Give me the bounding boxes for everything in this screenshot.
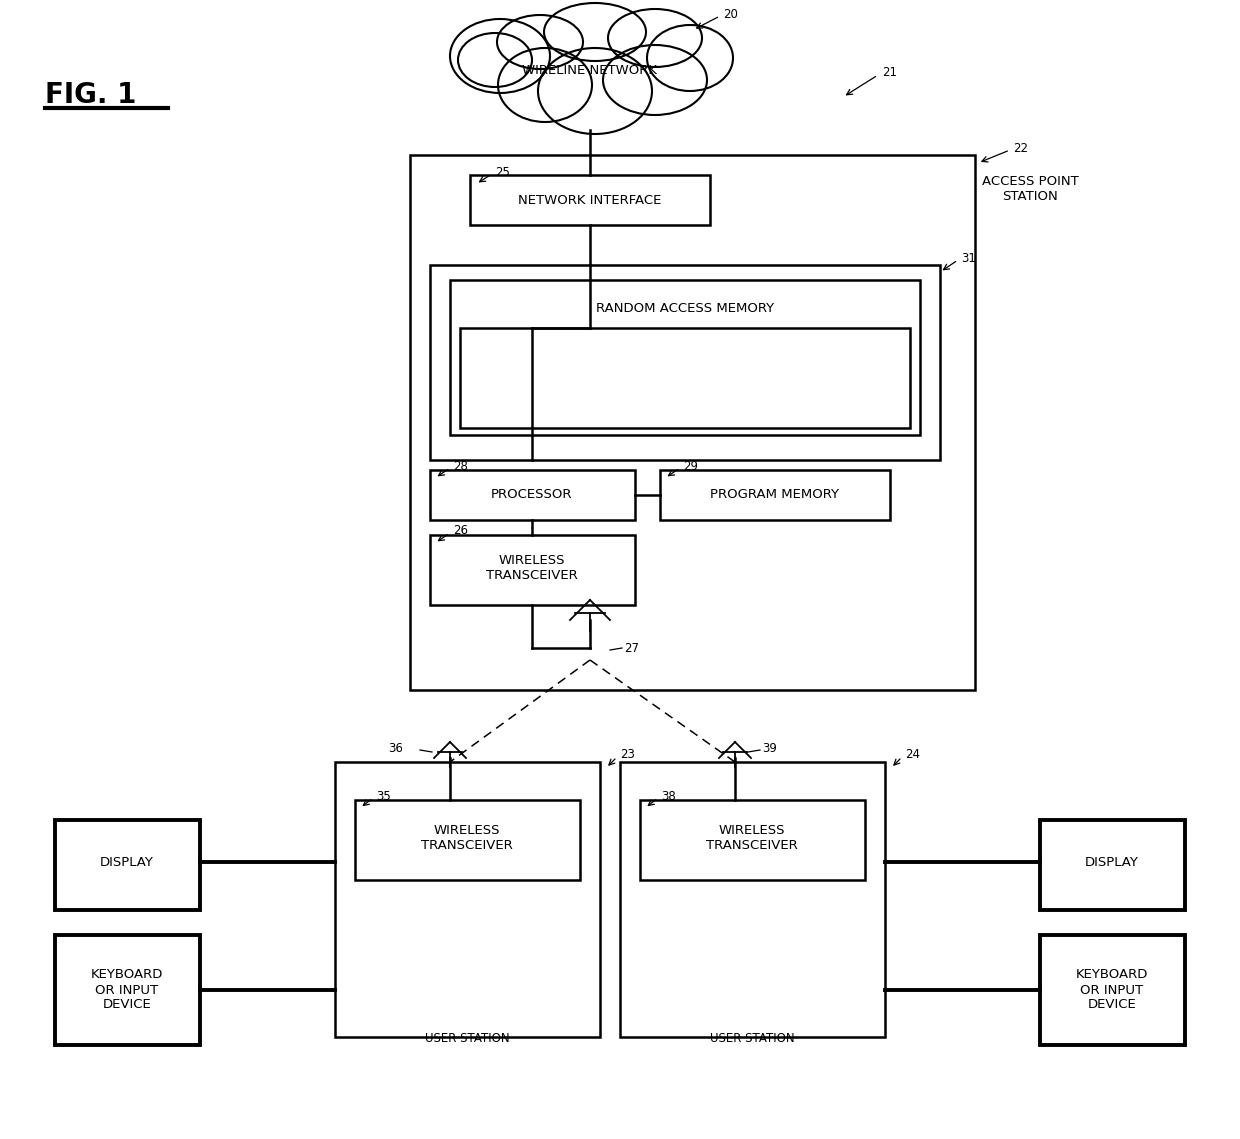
- Text: WIRELESS
TRANSCEIVER: WIRELESS TRANSCEIVER: [486, 554, 578, 582]
- Text: PROCESSOR: PROCESSOR: [491, 489, 573, 501]
- Ellipse shape: [603, 46, 707, 115]
- Ellipse shape: [450, 28, 730, 108]
- Text: 31: 31: [961, 252, 976, 264]
- Text: 27: 27: [624, 641, 639, 655]
- Bar: [1040, 935, 1185, 1044]
- Text: NETWORK INTERFACE: NETWORK INTERFACE: [518, 194, 662, 206]
- Text: 20: 20: [723, 8, 738, 21]
- Ellipse shape: [458, 33, 532, 87]
- Bar: [355, 800, 580, 880]
- Text: 24: 24: [905, 748, 920, 762]
- Text: 21: 21: [882, 66, 897, 79]
- Bar: [450, 280, 920, 435]
- Text: WIRELINE NETWORK: WIRELINE NETWORK: [522, 64, 657, 76]
- Text: DISPLAY: DISPLAY: [1085, 855, 1138, 869]
- Text: WIRELESS
TRANSCEIVER: WIRELESS TRANSCEIVER: [706, 823, 797, 852]
- Text: RANDOM ACCESS MEMORY: RANDOM ACCESS MEMORY: [596, 302, 774, 314]
- Bar: [430, 535, 635, 605]
- Bar: [55, 935, 200, 1044]
- Text: 28: 28: [453, 459, 467, 473]
- Bar: [460, 328, 910, 428]
- Text: PROGRAM MEMORY: PROGRAM MEMORY: [711, 489, 839, 501]
- Text: 38: 38: [661, 789, 676, 803]
- Text: 25: 25: [495, 165, 510, 179]
- Text: WIRELESS
TRANSCEIVER: WIRELESS TRANSCEIVER: [422, 823, 513, 852]
- Ellipse shape: [538, 48, 652, 134]
- Bar: [470, 175, 711, 226]
- Text: 23: 23: [620, 748, 635, 762]
- Bar: [1040, 820, 1185, 910]
- Ellipse shape: [608, 9, 702, 67]
- Bar: [430, 470, 635, 521]
- Bar: [55, 820, 200, 910]
- Ellipse shape: [544, 3, 646, 62]
- Text: ACCESS POINT
STATION: ACCESS POINT STATION: [982, 175, 1079, 203]
- Bar: [620, 762, 885, 1036]
- Text: KEYBOARD
OR INPUT
DEVICE: KEYBOARD OR INPUT DEVICE: [91, 968, 164, 1011]
- Text: 29: 29: [683, 459, 698, 473]
- Text: DISPLAY: DISPLAY: [100, 855, 154, 869]
- Text: KEYBOARD
OR INPUT
DEVICE: KEYBOARD OR INPUT DEVICE: [1076, 968, 1148, 1011]
- Ellipse shape: [498, 48, 591, 122]
- Bar: [335, 762, 600, 1036]
- Text: USER STATION: USER STATION: [424, 1032, 510, 1044]
- Text: FIG. 1: FIG. 1: [45, 81, 136, 109]
- Bar: [660, 470, 890, 521]
- Bar: [640, 800, 866, 880]
- Ellipse shape: [497, 15, 583, 69]
- Text: 36: 36: [388, 741, 403, 754]
- Bar: [410, 155, 975, 690]
- Bar: [430, 265, 940, 460]
- Text: USER STATION: USER STATION: [709, 1032, 795, 1044]
- Text: 39: 39: [763, 741, 777, 754]
- Ellipse shape: [647, 25, 733, 91]
- Text: 35: 35: [376, 789, 391, 803]
- Ellipse shape: [450, 19, 551, 93]
- Text: 26: 26: [453, 524, 467, 538]
- Text: 22: 22: [1013, 141, 1028, 155]
